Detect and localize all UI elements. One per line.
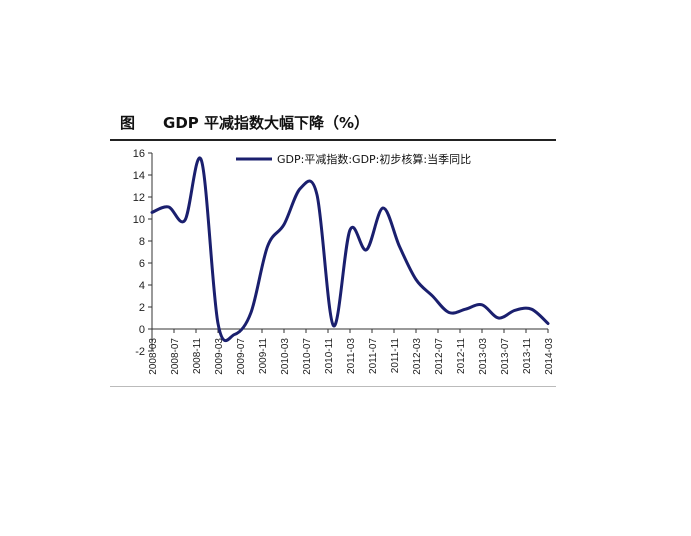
y-tick-label: 12 — [133, 192, 145, 204]
y-tick-label: 16 — [133, 148, 145, 160]
series-lines — [150, 156, 550, 343]
x-axis-ticks: 2008-03 2008-07 2008-11 2009-03 2009-07 2009-… — [148, 329, 555, 375]
x-tick-label: 2008-03 — [148, 338, 159, 375]
x-tick-label: 2013-03 — [478, 338, 489, 375]
x-tick-label: 2012-07 — [434, 338, 445, 375]
legend: GDP:平减指数:GDP:初步核算:当季同比 — [236, 152, 471, 166]
x-tick-label: 2009-03 — [214, 338, 225, 375]
x-tick-label: 2011-07 — [368, 338, 379, 374]
x-tick-label: 2010-03 — [280, 338, 291, 375]
title-rule — [110, 139, 556, 141]
x-tick-label: 2010-11 — [324, 338, 335, 374]
x-tick-label: 2011-11 — [390, 338, 401, 374]
y-tick-label: 4 — [139, 280, 145, 292]
x-tick-label: 2009-11 — [258, 338, 269, 374]
chart-title: GDP 平减指数大幅下降（%） — [163, 113, 370, 132]
x-tick-label: 2014-03 — [544, 338, 555, 375]
y-tick-label: 14 — [133, 170, 145, 182]
x-tick-label: 2013-07 — [500, 338, 511, 375]
x-tick-label: 2013-11 — [522, 338, 533, 374]
y-tick-label: 0 — [139, 324, 145, 336]
bottom-rule — [110, 386, 556, 387]
y-tick-label: 6 — [139, 258, 145, 270]
x-tick-label: 2010-07 — [302, 338, 313, 375]
x-tick-label: 2012-03 — [412, 338, 423, 375]
x-tick-label: 2011-03 — [346, 338, 357, 374]
legend-label: GDP:平减指数:GDP:初步核算:当季同比 — [277, 152, 471, 166]
y-axis-ticks: -2 0 2 4 6 8 10 12 14 16 — [133, 148, 152, 358]
x-tick-label: 2008-07 — [170, 338, 181, 375]
series-line — [150, 156, 550, 343]
x-tick-label: 2008-11 — [192, 338, 203, 374]
y-tick-label: 10 — [133, 214, 145, 226]
chart-header: 图 GDP 平减指数大幅下降（%） — [120, 110, 369, 134]
figure-label: 图 — [120, 113, 136, 132]
y-tick-label: 8 — [139, 236, 145, 248]
y-tick-label: 2 — [139, 302, 145, 314]
x-tick-label: 2009-07 — [236, 338, 247, 375]
x-tick-label: 2012-11 — [456, 338, 467, 374]
y-tick-label: -2 — [135, 346, 145, 358]
